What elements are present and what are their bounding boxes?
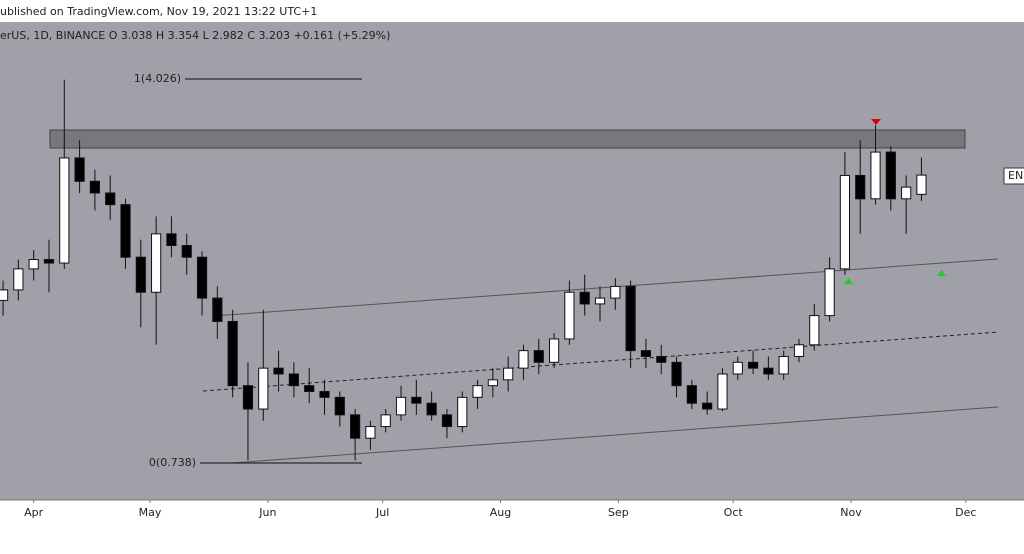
candle-body bbox=[885, 151, 896, 200]
candle-body bbox=[702, 402, 713, 410]
header-bar bbox=[0, 0, 1024, 22]
candle-body bbox=[732, 361, 743, 375]
candle-body bbox=[579, 291, 590, 305]
candle-body bbox=[43, 259, 55, 264]
ohlc-key: O bbox=[109, 29, 118, 42]
candle-body bbox=[273, 367, 284, 375]
candle-body bbox=[778, 355, 789, 375]
candle-body bbox=[258, 367, 269, 410]
symbol-info: erUS, 1D, BINANCE bbox=[0, 29, 105, 42]
candle-body bbox=[839, 174, 851, 270]
candle-body bbox=[809, 315, 820, 346]
x-tick-label: Nov bbox=[840, 506, 862, 519]
x-tick-label: Jul bbox=[375, 506, 389, 519]
ohlc-key: L bbox=[203, 29, 210, 42]
candle-body bbox=[166, 233, 177, 247]
channel-upper bbox=[212, 258, 999, 317]
candle-body bbox=[411, 396, 422, 404]
x-tick-label: Jun bbox=[258, 506, 276, 519]
legend: erUS, 1D, BINANCE O 3.038 H 3.354 L 2.98… bbox=[0, 29, 390, 42]
legend-text: erUS, 1D, BINANCE O 3.038 H 3.354 L 2.98… bbox=[0, 29, 390, 42]
candle-body bbox=[242, 385, 254, 410]
candle-body bbox=[747, 361, 759, 369]
x-tick-label: Sep bbox=[608, 506, 629, 519]
candle-body bbox=[824, 268, 835, 317]
candle-body bbox=[503, 367, 514, 381]
x-tick-label: Apr bbox=[24, 506, 44, 519]
candle-body bbox=[671, 361, 682, 387]
candle-body bbox=[395, 396, 407, 416]
x-tick-label: Dec bbox=[955, 506, 976, 519]
candle-body bbox=[686, 385, 697, 404]
ohlc-value: 3.354 bbox=[168, 29, 200, 42]
channel-lower bbox=[231, 406, 999, 464]
candle-body bbox=[304, 385, 315, 393]
candle-body bbox=[89, 180, 100, 194]
candle-body bbox=[717, 373, 728, 410]
price-tag bbox=[1003, 167, 1024, 185]
candle-body bbox=[487, 379, 498, 387]
candle-body bbox=[901, 186, 912, 200]
x-tick-label: Aug bbox=[490, 506, 511, 519]
candle-body bbox=[212, 297, 223, 322]
candle-body bbox=[855, 174, 866, 200]
fib-label: 0(0.738) bbox=[149, 456, 196, 469]
up-arrow bbox=[844, 278, 853, 284]
candle-body bbox=[365, 426, 376, 439]
candle-body bbox=[426, 402, 437, 416]
candle-body bbox=[457, 396, 468, 428]
time-axis bbox=[0, 500, 1024, 525]
price-tag-text: EN bbox=[1008, 169, 1023, 182]
ohlc-key: H bbox=[156, 29, 164, 42]
resistance-zone bbox=[49, 129, 966, 149]
ohlc-value: 3.203 bbox=[258, 29, 290, 42]
candle-body bbox=[350, 414, 361, 439]
candle-body bbox=[656, 355, 667, 363]
candle-body bbox=[793, 344, 805, 357]
candle-body bbox=[0, 289, 9, 301]
fib-label: 1(4.026) bbox=[134, 72, 181, 85]
candle-body bbox=[74, 157, 85, 182]
candle-body bbox=[120, 204, 131, 258]
ohlc-key: C bbox=[247, 29, 255, 42]
candle-body bbox=[549, 338, 560, 363]
ohlc-value: 2.982 bbox=[212, 29, 244, 42]
candle-body bbox=[151, 233, 162, 293]
candle-body bbox=[59, 157, 70, 264]
header-text: ublished on TradingView.com, Nov 19, 202… bbox=[0, 5, 317, 18]
candle-body bbox=[135, 256, 146, 293]
candle-body bbox=[105, 192, 116, 206]
candle-body bbox=[533, 350, 544, 363]
candle-body bbox=[916, 174, 927, 195]
plot-area bbox=[0, 22, 1024, 500]
candle-body bbox=[441, 414, 453, 428]
candle-body bbox=[13, 268, 24, 291]
candle-body bbox=[181, 245, 192, 258]
down-arrow bbox=[871, 119, 881, 125]
candle-body bbox=[625, 285, 636, 352]
candle-body bbox=[334, 396, 345, 416]
candle-body bbox=[610, 285, 621, 299]
ohlc-value: 3.038 bbox=[121, 29, 153, 42]
candle-body bbox=[288, 373, 299, 387]
up-arrow bbox=[937, 270, 946, 276]
candle-body bbox=[28, 259, 39, 270]
candle-body bbox=[380, 414, 391, 428]
candle-body bbox=[763, 367, 774, 375]
candle-body bbox=[319, 391, 330, 398]
candle-body bbox=[594, 297, 606, 305]
candle-body bbox=[640, 350, 652, 357]
candle-body bbox=[870, 151, 881, 200]
candle-body bbox=[518, 350, 529, 369]
candle-body bbox=[472, 385, 483, 398]
candle-body bbox=[227, 320, 238, 387]
x-tick-label: May bbox=[139, 506, 162, 519]
x-tick-label: Oct bbox=[724, 506, 744, 519]
change: +0.161 (+5.29%) bbox=[293, 29, 390, 42]
candle-body bbox=[564, 291, 575, 340]
candle-body bbox=[196, 256, 208, 299]
